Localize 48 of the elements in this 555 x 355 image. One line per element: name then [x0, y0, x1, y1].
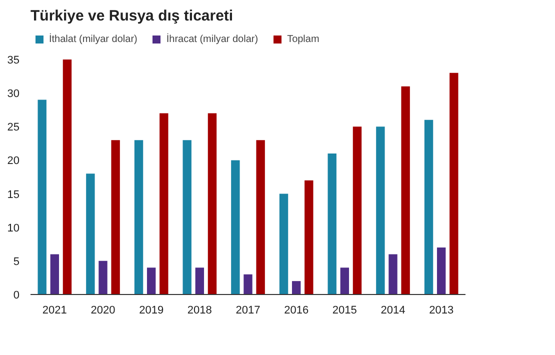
x-tick-label: 2014	[380, 304, 406, 316]
bar	[279, 194, 288, 294]
bar	[388, 254, 398, 294]
bar	[328, 154, 336, 294]
bar	[86, 174, 95, 294]
y-tick-label: 0	[13, 290, 20, 302]
y-tick-label: 5	[13, 256, 20, 268]
bar	[98, 260, 108, 294]
x-tick-label: 2017	[236, 304, 260, 316]
y-tick-label: 10	[7, 222, 20, 234]
y-tick-label: 35	[7, 54, 20, 66]
bar	[160, 113, 168, 294]
x-tick-label: 2020	[90, 304, 116, 316]
y-tick-label: 30	[7, 88, 20, 100]
bar	[195, 268, 204, 294]
x-tick-label: 2013	[429, 304, 454, 316]
bar	[182, 140, 192, 294]
bar	[436, 248, 446, 294]
bar	[231, 160, 240, 294]
x-tick-label: 2016	[284, 304, 309, 316]
bar	[50, 254, 60, 294]
bar	[304, 180, 314, 294]
bar	[292, 281, 301, 294]
bar	[424, 120, 434, 294]
chart-title: Türkiye ve Rusya dış ticareti	[30, 8, 234, 24]
bar	[134, 140, 144, 294]
legend-label: İthalat (milyar dolar)	[49, 33, 138, 45]
bar	[38, 100, 46, 294]
y-tick-label: 20	[7, 155, 20, 168]
bar	[376, 126, 385, 294]
bar	[450, 72, 458, 294]
x-tick-label: 2018	[187, 304, 212, 316]
legend-label: Toplam	[287, 33, 320, 45]
y-tick-label: 25	[7, 122, 20, 134]
bar	[244, 274, 252, 294]
bar	[340, 268, 350, 294]
x-tick-label: 2015	[332, 304, 357, 316]
bar	[111, 140, 120, 294]
bar	[256, 140, 265, 294]
bar	[401, 86, 410, 294]
bar	[352, 126, 362, 294]
legend-label: İhracat (milyar dolar)	[166, 33, 258, 45]
bar	[208, 113, 217, 294]
x-tick-label: 2019	[139, 304, 164, 316]
bar	[146, 268, 156, 294]
x-tick-label: 2021	[42, 304, 67, 316]
y-tick-label: 15	[7, 188, 20, 201]
bar	[62, 60, 72, 294]
